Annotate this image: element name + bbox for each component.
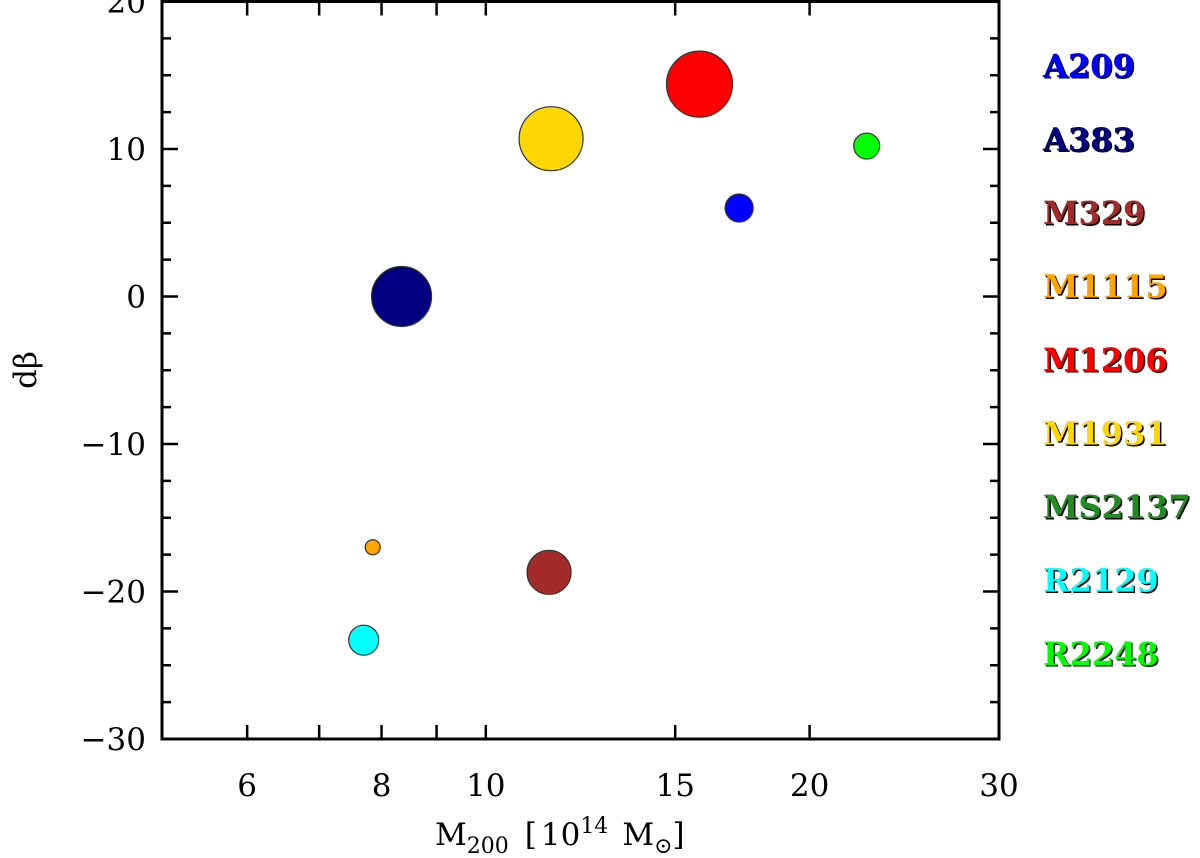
x-tick-label: 6 xyxy=(237,768,257,804)
data-point-a209 xyxy=(724,193,754,223)
x-tick-label: 30 xyxy=(979,768,1018,804)
x-label-bracket-open: [ xyxy=(525,817,537,853)
y-tick-label: 0 xyxy=(126,280,146,316)
x-label-bracket-close: ] xyxy=(673,817,685,853)
x-label-unit: M xyxy=(622,817,654,853)
legend-label-shadow: M1115 xyxy=(1045,269,1169,307)
legend-label-shadow: R2248 xyxy=(1045,637,1161,675)
legend-label-m1115: M1115 xyxy=(1043,268,1167,306)
y-tick-label: −10 xyxy=(81,427,146,463)
x-axis-label: M200[1014 M⊙] xyxy=(435,814,685,858)
legend-label-shadow: M329 xyxy=(1045,196,1147,234)
legend-label-m1206: M1206 xyxy=(1043,341,1167,379)
x-label-unit-sub: ⊙ xyxy=(654,834,672,858)
legend-label-shadow: M1206 xyxy=(1045,343,1169,381)
legend-label-ms2137: MS2137 xyxy=(1043,488,1191,526)
y-axis-label: dβ xyxy=(8,351,44,389)
y-tick-label: −30 xyxy=(81,722,146,758)
x-label-sup: 14 xyxy=(580,814,608,839)
data-point-r2248 xyxy=(853,132,881,160)
y-tick-labels: −30 −20 −10 0 10 20 xyxy=(81,0,146,758)
y-tick-label: −20 xyxy=(81,575,146,611)
x-label-sub: 200 xyxy=(467,834,509,858)
x-tick-label: 8 xyxy=(372,768,392,804)
data-point-m1931 xyxy=(518,106,584,172)
legend: A209A209A383A383M329M329M1115M1115M1206M… xyxy=(1042,47,1192,675)
data-point-m1206 xyxy=(665,50,734,118)
x-label-base: 10 xyxy=(541,817,580,853)
y-tick-label: 10 xyxy=(107,132,146,168)
data-points xyxy=(348,50,881,656)
legend-label-m1931: M1931 xyxy=(1043,415,1167,453)
legend-label-r2248: R2248 xyxy=(1043,635,1159,673)
legend-label-r2129: R2129 xyxy=(1043,562,1159,600)
legend-label-a383: A383 xyxy=(1042,121,1135,159)
x-tick-label: 20 xyxy=(790,768,829,804)
y-tick-label: 20 xyxy=(107,0,146,21)
data-point-m1115 xyxy=(364,539,381,556)
x-tick-label: 15 xyxy=(655,768,694,804)
x-tick-label: 10 xyxy=(466,768,505,804)
legend-label-shadow: A209 xyxy=(1044,49,1137,87)
legend-label-shadow: MS2137 xyxy=(1045,490,1193,528)
legend-label-shadow: A383 xyxy=(1044,122,1137,160)
legend-label-m329: M329 xyxy=(1043,194,1145,232)
data-point-m329 xyxy=(526,549,572,595)
data-point-a383 xyxy=(370,265,433,328)
x-label-main: M xyxy=(435,817,467,853)
legend-label-a209: A209 xyxy=(1042,47,1135,85)
legend-label-shadow: R2129 xyxy=(1045,563,1161,601)
x-tick-labels: 6 8 10 15 20 30 xyxy=(237,768,1018,804)
legend-label-shadow: M1931 xyxy=(1045,416,1169,454)
plot-frame xyxy=(160,0,1001,741)
axis-ticks xyxy=(162,1,999,739)
data-point-r2129 xyxy=(348,624,380,656)
